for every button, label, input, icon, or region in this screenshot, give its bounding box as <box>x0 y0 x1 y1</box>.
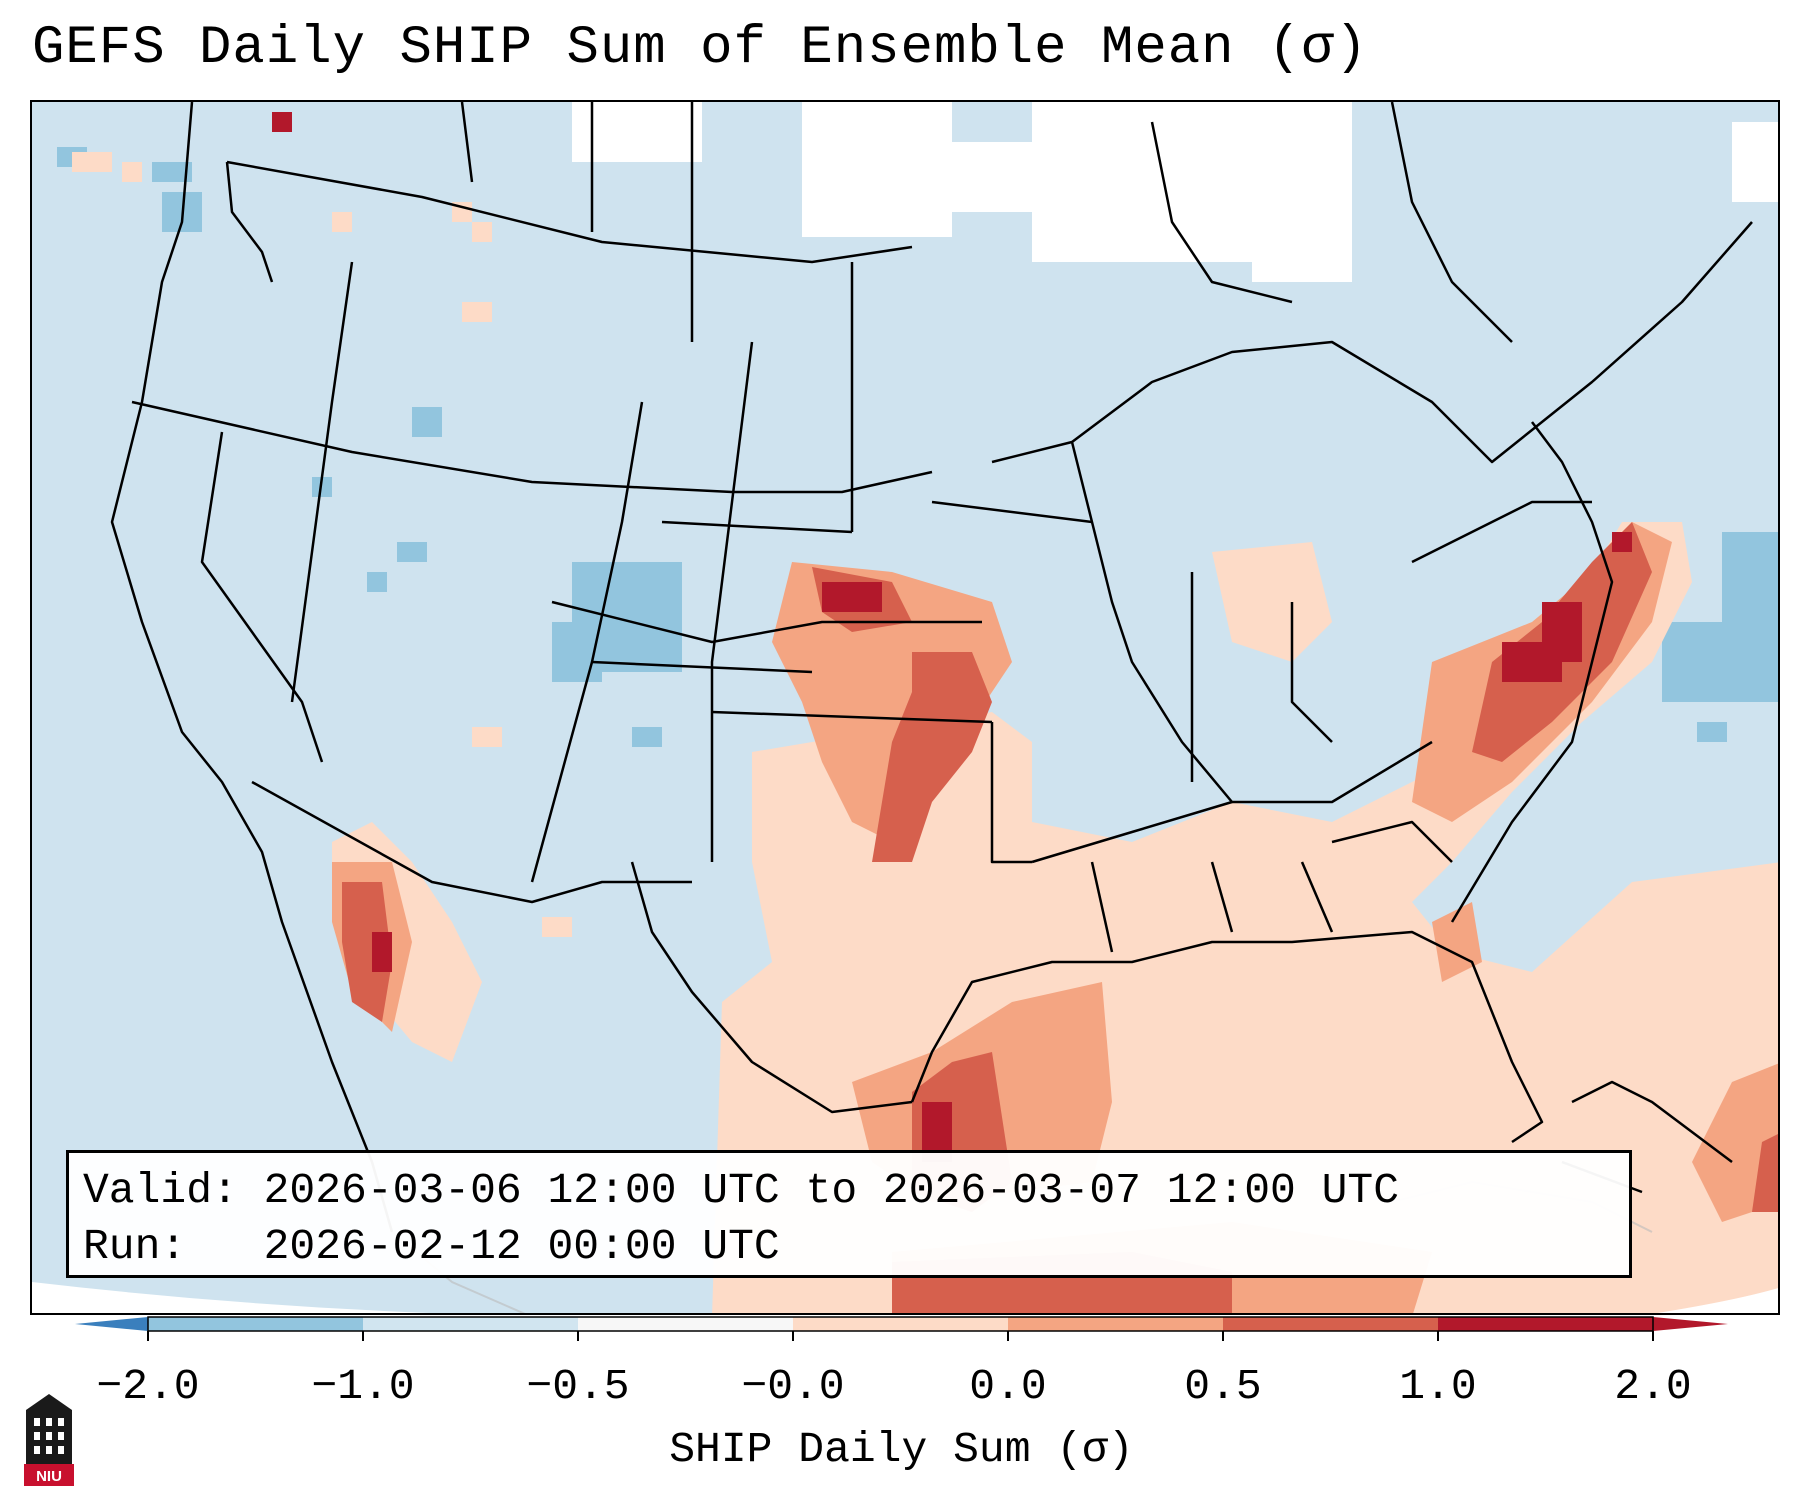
neutral-patches <box>572 102 1778 282</box>
colorbar-high-extension <box>1653 1317 1728 1331</box>
colorbar-tick-label: 0.0 <box>969 1362 1047 1411</box>
projection-edge-right <box>1657 1288 1778 1313</box>
projection-edge <box>32 1282 430 1313</box>
colorbar-segment <box>1438 1317 1653 1331</box>
colorbar-tick-label: 2.0 <box>1614 1362 1692 1411</box>
boundary-lines <box>110 102 1753 1233</box>
colorbar-tick-label: −2.0 <box>96 1362 200 1411</box>
colorbar-segment <box>1008 1317 1223 1331</box>
colorbar-segment <box>363 1317 578 1331</box>
colorbar-segment <box>578 1317 793 1331</box>
map-panel <box>30 100 1780 1315</box>
colorbar-tick-label: −1.0 <box>311 1362 415 1411</box>
colorbar-label: SHIP Daily Sum (σ) <box>669 1425 1134 1474</box>
logo-text: NIU <box>36 1468 62 1485</box>
colorbar-tick-label: −0.5 <box>526 1362 630 1411</box>
chart-title: GEFS Daily SHIP Sum of Ensemble Mean (σ) <box>32 18 1369 79</box>
colorbar-tick-label: 1.0 <box>1399 1362 1477 1411</box>
run-time-text: Run: 2026-02-12 00:00 UTC <box>83 1222 780 1271</box>
anomaly-map <box>32 102 1778 1313</box>
university-tower-icon: NIU <box>24 1394 74 1486</box>
colorbar-ticks <box>147 1331 1654 1341</box>
valid-time-text: Valid: 2026-03-06 12:00 UTC to 2026-03-0… <box>83 1166 1400 1215</box>
colorbar <box>75 1316 1728 1341</box>
colorbar-segment <box>793 1317 1008 1331</box>
colorbar-low-extension <box>75 1317 148 1331</box>
colorbar-segment <box>1223 1317 1438 1331</box>
colorbar-tick-label: −0.0 <box>741 1362 845 1411</box>
colorbar-tick-label: 0.5 <box>1184 1362 1262 1411</box>
negative-patches <box>57 147 1778 747</box>
colorbar-segment <box>148 1317 363 1331</box>
validity-info-box: Valid: 2026-03-06 12:00 UTC to 2026-03-0… <box>66 1150 1632 1278</box>
